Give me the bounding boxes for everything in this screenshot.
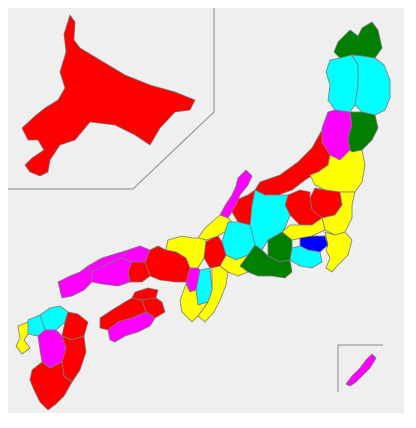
region-kagoshima	[29, 361, 73, 411]
region-saitama	[281, 217, 326, 241]
region-kochi	[107, 311, 156, 343]
region-akita	[325, 54, 359, 113]
region-kanagawa	[289, 245, 323, 269]
region-miyazaki	[61, 335, 87, 383]
region-wakayama	[179, 283, 209, 323]
region-ishikawa	[219, 169, 253, 219]
hokkaido-inset-frame	[8, 8, 215, 190]
region-iwate	[351, 54, 391, 116]
region-chiba	[324, 231, 353, 273]
region-yamaguchi	[57, 265, 93, 299]
region-hiroshima	[91, 257, 133, 287]
okinawa-inset-frame	[337, 344, 383, 392]
region-toyama	[231, 189, 256, 226]
region-okinawa	[345, 353, 377, 387]
region-hokkaido	[21, 14, 196, 177]
region-nagasaki	[15, 321, 31, 355]
region-shiga	[203, 235, 227, 269]
